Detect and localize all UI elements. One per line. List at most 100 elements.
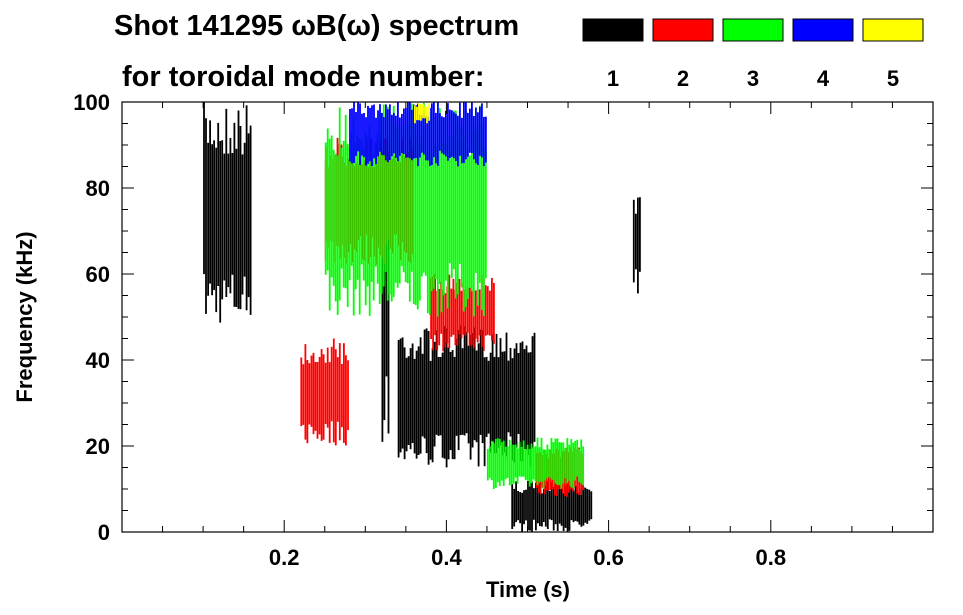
mode-3-streak — [448, 152, 451, 264]
mode-3-streak — [458, 126, 461, 265]
mode-2-streak — [478, 289, 481, 336]
mode-3-streak — [552, 442, 555, 480]
mode-2-streak — [460, 290, 463, 339]
mode-3-streak — [426, 153, 429, 314]
mode-3-region — [324, 102, 487, 317]
mode-3-streak — [566, 438, 569, 484]
y-tick-label: 40 — [86, 348, 110, 373]
mode-2-streak — [347, 360, 349, 431]
mode-3-streak — [396, 129, 399, 288]
mode-4-streak — [381, 112, 383, 155]
mode-1-streak — [467, 345, 470, 444]
mode-1-streak — [513, 348, 516, 463]
mode-3-streak — [530, 443, 533, 484]
mode-2-streak — [308, 363, 311, 425]
mode-1-streak — [572, 490, 575, 523]
mode-1-streak — [457, 329, 460, 451]
mode-3-streak — [456, 139, 459, 295]
mode-3-streak — [464, 111, 467, 308]
mode-1-streak — [233, 122, 236, 307]
y-tick-label: 60 — [86, 262, 110, 287]
mode-1-streak — [570, 483, 573, 521]
mode-1-streak — [381, 213, 384, 442]
mode-4-streak — [443, 117, 445, 155]
mode-4-streak — [475, 107, 477, 164]
mode-1-streak — [209, 120, 211, 284]
mode-1-streak — [509, 348, 512, 437]
mode-4-streak — [447, 103, 449, 161]
legend-swatch-4 — [792, 18, 854, 42]
mode-3-streak — [454, 110, 457, 299]
mode-1-streak — [383, 172, 386, 421]
legend-swatch-3 — [722, 18, 784, 42]
mode-5-streak — [424, 106, 426, 119]
mode-3-streak — [324, 142, 327, 275]
mode-3-streak — [470, 108, 473, 292]
mode-1-region — [632, 197, 641, 294]
mode-1-streak — [385, 195, 388, 377]
mode-1-streak — [586, 489, 589, 524]
mode-2-streak — [489, 290, 491, 336]
mode-4-streak — [431, 103, 433, 165]
mode-3-streak — [524, 449, 527, 480]
mode-2-streak — [474, 290, 477, 339]
mode-4-streak — [419, 114, 421, 158]
x-tick-label: 0.8 — [756, 545, 787, 570]
mode-1-streak — [443, 326, 446, 459]
mode-3-streak — [350, 133, 353, 266]
mode-1-streak — [584, 487, 587, 523]
legend: 1 2 3 4 5 — [582, 18, 924, 91]
mode-3-streak — [442, 117, 445, 296]
mode-1-streak — [447, 347, 450, 460]
mode-3-streak — [536, 437, 539, 486]
mode-4-streak — [371, 105, 373, 166]
mode-1-streak — [469, 335, 472, 460]
mode-3-streak — [496, 438, 499, 483]
mode-3-streak — [446, 135, 449, 309]
mode-3-streak — [498, 438, 501, 487]
mode-3-streak — [564, 447, 567, 479]
mode-2-streak — [458, 278, 461, 335]
mode-1-streak — [531, 336, 534, 449]
mode-3-streak — [452, 110, 455, 270]
mode-2-streak — [312, 352, 315, 435]
mode-3-streak — [468, 155, 471, 288]
mode-4-streak — [355, 112, 357, 156]
legend-label-2: 2 — [677, 66, 689, 91]
mode-1-streak — [590, 491, 593, 520]
mode-1-streak — [523, 349, 526, 449]
mode-2-streak — [436, 290, 439, 351]
mode-5-streak — [416, 106, 418, 121]
mode-2-streak — [464, 289, 467, 336]
mode-3-streak — [480, 125, 483, 311]
x-tick-label: 0.6 — [593, 545, 624, 570]
mode-3-streak — [574, 441, 577, 481]
mode-4-streak — [367, 105, 369, 164]
mode-1-streak — [535, 482, 537, 531]
mode-1-streak — [477, 343, 480, 467]
mode-2-streak — [310, 355, 313, 427]
mode-2-streak — [444, 293, 447, 348]
mode-2-streak — [450, 288, 453, 337]
mode-1-streak — [437, 357, 440, 436]
mode-2-streak — [537, 452, 540, 493]
chart-title-line1: Shot 141295 ωB(ω) spectrum — [114, 10, 519, 42]
mode-1-streak — [566, 480, 569, 532]
mode-4-streak — [351, 108, 353, 164]
mode-3-streak — [532, 447, 535, 480]
mode-1-streak — [401, 337, 404, 449]
mode-4-streak — [415, 105, 417, 158]
mode-1-streak — [541, 493, 543, 527]
mode-1-streak — [521, 341, 524, 462]
mode-1-streak — [485, 356, 488, 437]
mode-3-streak — [328, 138, 331, 311]
mode-4-streak — [471, 102, 473, 153]
mode-4-streak — [409, 102, 411, 159]
mode-3-streak — [348, 145, 351, 281]
mode-2-streak — [456, 282, 459, 346]
mode-1-streak — [527, 480, 529, 531]
legend-swatch-2 — [652, 18, 714, 42]
mode-4-streak — [369, 107, 371, 162]
mode-1-streak — [537, 483, 539, 524]
mode-1-streak — [525, 489, 527, 521]
